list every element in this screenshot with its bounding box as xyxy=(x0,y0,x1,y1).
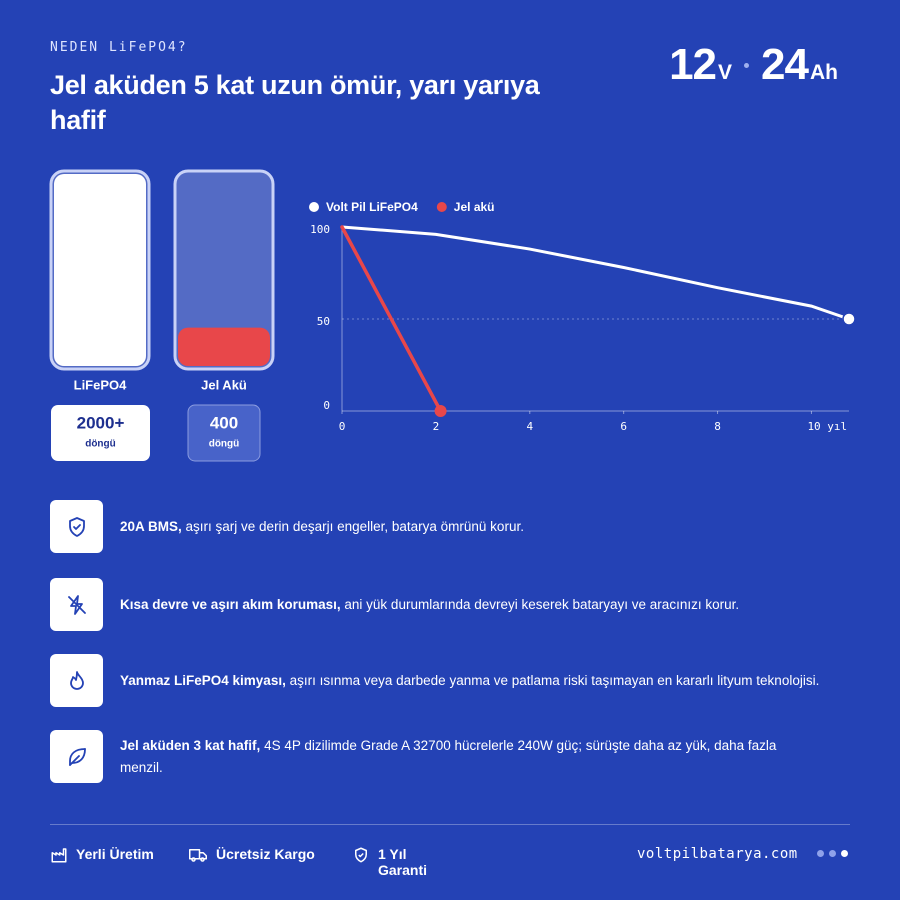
feature-text: 20A BMS, aşırı şarj ve derin deşarjı eng… xyxy=(120,516,820,538)
feature: Kısa devre ve aşırı akım koruması, ani y… xyxy=(50,578,850,632)
x-tick-label: 2 xyxy=(433,420,440,433)
y-tick-label: 50 xyxy=(317,315,330,328)
cycle-card xyxy=(187,404,261,462)
series-line xyxy=(340,225,851,321)
feature-text: Jel aküden 3 kat hafif, 4S 4P dizilimde … xyxy=(120,735,820,779)
badge-label: Yerli Üretim xyxy=(76,846,154,862)
feature-icon xyxy=(50,578,103,631)
cycle-count: 2000+ xyxy=(77,413,125,432)
x-tick-label: 4 xyxy=(526,420,533,433)
voltage: 12 xyxy=(669,40,717,89)
comparison-graphics: LiFePO4 2000+ döngü Jel Akü 400 döngü 0 50 100 0 2… xyxy=(49,169,856,462)
x-tick-label: 0 xyxy=(339,420,346,433)
legend-swatch xyxy=(436,202,447,212)
footer-badge: Yerli Üretim xyxy=(50,846,154,864)
feature-text: Kısa devre ve aşırı akım koruması, ani y… xyxy=(120,594,820,616)
cycle-count: 400 xyxy=(210,413,238,432)
battery-label: Jel Akü xyxy=(201,377,247,392)
feature-lead: 20A BMS, xyxy=(120,519,182,534)
capacity-unit: Ah xyxy=(810,61,838,84)
y-tick-label: 100 xyxy=(310,223,330,236)
feature-icon xyxy=(50,500,103,553)
voltage-unit: V xyxy=(718,61,733,84)
headline: Jel aküden 5 kat uzun ömür, yarı yarıya … xyxy=(50,70,540,135)
cycle-card xyxy=(51,405,150,461)
battery-fill xyxy=(54,174,146,366)
dot xyxy=(841,850,848,857)
feature-icon xyxy=(50,654,103,707)
feature-lead: Jel aküden 3 kat hafif, xyxy=(120,738,261,753)
end-point xyxy=(434,405,447,417)
legend-swatch xyxy=(309,202,319,212)
feature-lead: Kısa devre ve aşırı akım koruması, xyxy=(120,597,341,612)
feature-body: 4S 4P dizilimde Grade A 32700 hücrelerle… xyxy=(120,738,777,775)
x-tick-label: 8 xyxy=(714,420,721,433)
dot xyxy=(817,850,824,857)
page-dots xyxy=(817,850,848,857)
feature: Yanmaz LiFePO4 kimyası, aşırı ısınma vey… xyxy=(50,654,850,708)
capacity: 24 xyxy=(761,40,809,89)
spec-badge: 12 V 24 Ah xyxy=(669,40,838,90)
dot xyxy=(829,850,836,857)
divider xyxy=(50,824,850,825)
badge-label: 1 Yıl Garanti xyxy=(378,846,428,878)
legend-label: Jel akü xyxy=(454,200,495,214)
website: voltpilbatarya.com xyxy=(637,846,798,862)
feature-body: aşırı şarj ve derin deşarjı engeller, ba… xyxy=(185,519,524,534)
separator xyxy=(744,62,750,68)
feature: 20A BMS, aşırı şarj ve derin deşarjı eng… xyxy=(50,500,850,554)
feature-icon xyxy=(50,730,103,783)
feature-lead: Yanmaz LiFePO4 kimyası, xyxy=(120,673,286,688)
badge-label: Ücretsiz Kargo xyxy=(216,846,315,862)
y-tick-label: 0 xyxy=(323,399,330,412)
legend-label: Volt Pil LiFePO4 xyxy=(326,200,418,214)
cycle-unit: döngü xyxy=(209,439,240,450)
feature-body: aşırı ısınma veya darbede yanma ve patla… xyxy=(289,673,820,688)
battery-label: LiFePO4 xyxy=(74,377,128,392)
series-line xyxy=(340,225,443,413)
x-tick-label: 10 yıl xyxy=(807,420,847,433)
cycle-unit: döngü xyxy=(85,439,116,450)
eyebrow: NEDEN LiFePO4? xyxy=(50,40,188,55)
footer-badge: Ücretsiz Kargo xyxy=(188,846,315,864)
feature: Jel aküden 3 kat hafif, 4S 4P dizilimde … xyxy=(50,730,850,784)
footer-badge: 1 Yıl Garanti xyxy=(352,846,442,878)
end-point xyxy=(842,312,856,326)
x-tick-label: 6 xyxy=(620,420,627,433)
feature-body: ani yük durumlarında devreyi keserek bat… xyxy=(344,597,740,612)
battery-fill xyxy=(178,327,270,366)
battery-case xyxy=(173,169,275,371)
feature-text: Yanmaz LiFePO4 kimyası, aşırı ısınma vey… xyxy=(120,670,820,692)
